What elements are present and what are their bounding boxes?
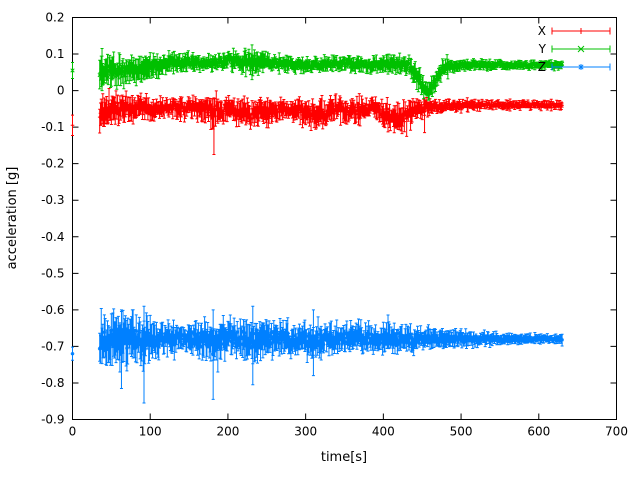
x-tick-label: 500 [450,425,473,439]
y-tick-label: -0.2 [41,157,64,171]
x-tick-label: 100 [139,425,162,439]
x-axis-label: time[s] [321,450,367,465]
y-tick-label: -0.9 [41,413,64,427]
x-tick-label: 300 [294,425,317,439]
y-axis-label: acceleration [g] [5,167,20,270]
x-tick-label: 600 [527,425,550,439]
y-tick-label: -0.1 [41,120,64,134]
legend-label-X: X [538,24,546,38]
y-tick-label: -0.8 [41,376,64,390]
axis-ticks [72,17,617,420]
x-tick-label: 400 [372,425,395,439]
x-tick-label: 0 [69,425,77,439]
x-tick-label: 200 [216,425,239,439]
y-tick-label: -0.4 [41,230,64,244]
y-tick-label: 0.2 [45,11,64,25]
y-tick-label: -0.5 [41,266,64,280]
series-Y-errorbars [71,44,564,101]
legend-sample-X [551,27,611,35]
y-tick-label: -0.3 [41,193,64,207]
series-Z-markers [70,327,564,357]
y-tick-label: -0.7 [41,339,64,353]
y-tick-label: 0 [57,84,65,98]
x-tick-label: 700 [605,425,628,439]
legend-label-Z: Z [538,60,546,74]
series-Y-markers [70,55,565,96]
legend-sample-Y [551,45,611,53]
y-tick-label: -0.6 [41,303,64,317]
legend-sample-Z [551,63,611,71]
plot-border [72,17,617,420]
legend-label-Y: Y [538,42,547,56]
series-X-errorbars [71,87,564,156]
series-X-markers [70,100,564,129]
y-tick-label: 0.1 [45,47,64,61]
